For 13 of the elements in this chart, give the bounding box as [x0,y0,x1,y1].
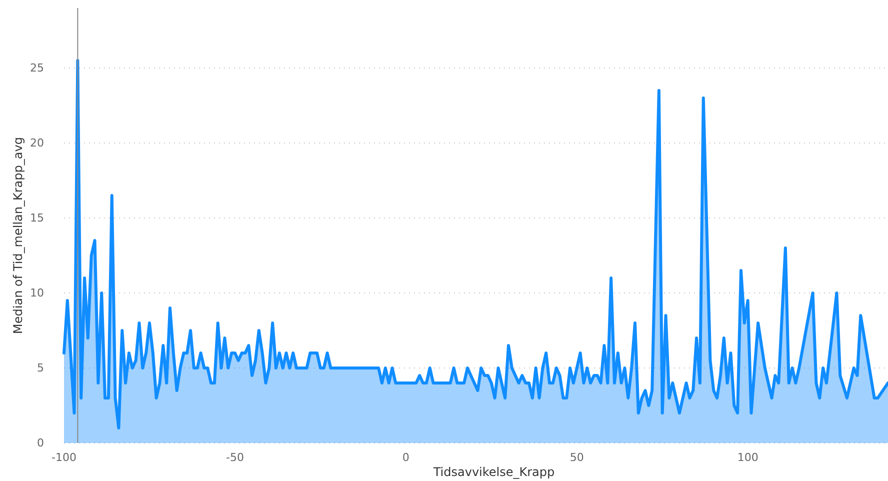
x-tick-label: -100 [52,450,76,464]
x-axis-title: Tidsavvikelse_Krapp [432,465,555,479]
y-axis-title: Median of Tid_mellan_Krapp_avg [11,137,25,334]
y-tick-label: 10 [30,286,44,300]
y-tick-label: 15 [30,212,44,225]
y-tick-label: 25 [30,62,44,75]
x-tick-label: -50 [226,450,244,464]
x-tick-label: 100 [737,450,758,464]
y-tick-label: 0 [37,436,44,450]
y-tick-label: 5 [37,362,44,375]
x-tick-label: 50 [570,450,584,464]
x-tick-label: 0 [402,450,410,464]
y-tick-label: 20 [30,136,44,150]
